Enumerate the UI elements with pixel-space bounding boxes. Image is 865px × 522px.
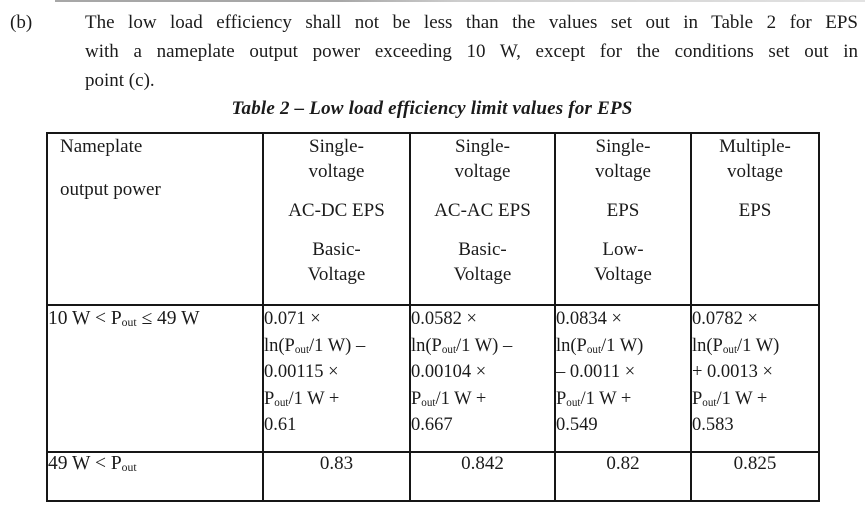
formula-line: + 0.0013 × bbox=[692, 362, 773, 382]
formula-cell-low-voltage: 0.0834 × ln(Pout/1 W) – 0.0011 × Pout/1 … bbox=[554, 304, 692, 453]
formula-line: 0.61 bbox=[264, 415, 297, 435]
paragraph-line: point (c). bbox=[85, 70, 155, 91]
header-multiple-voltage: Multiple- voltage EPS bbox=[690, 132, 820, 306]
efficiency-value-cell: 0.825 bbox=[690, 451, 820, 502]
header-line: AC-AC EPS bbox=[434, 200, 531, 221]
formula-line: 0.0834 × bbox=[556, 309, 622, 329]
formula-line: 0.071 × bbox=[264, 309, 321, 329]
header-line: Voltage bbox=[307, 264, 366, 285]
formula-line: 0.00115 × bbox=[264, 362, 339, 382]
header-nameplate-output-power: Nameplate output power bbox=[46, 132, 264, 306]
table-header-row: Nameplate output power Single- voltage A… bbox=[46, 132, 820, 306]
paragraph-line: The low load efficiency shall not be les… bbox=[85, 12, 858, 33]
header-single-voltage-ac-dc: Single- voltage AC-DC EPS Basic- Voltage bbox=[262, 132, 411, 306]
header-group: Multiple- voltage bbox=[692, 134, 818, 184]
formula-cell-multiple-voltage: 0.0782 × ln(Pout/1 W) + 0.0013 × Pout/1 … bbox=[690, 304, 820, 453]
header-group: Single- voltage bbox=[556, 134, 690, 184]
formula-cell-ac-dc: 0.071 × ln(Pout/1 W) – 0.00115 × Pout/1 … bbox=[262, 304, 411, 453]
formula-line: 0.00104 × bbox=[411, 362, 487, 382]
table-row-over-49w: 49 W < Pout 0.83 0.842 0.82 0.825 bbox=[46, 451, 820, 502]
formula-line: 0.549 bbox=[556, 415, 598, 435]
formula-line: Pout/1 W + bbox=[264, 388, 340, 409]
header-line: Low- bbox=[602, 239, 644, 260]
table-title: Table 2 – Low load efficiency limit valu… bbox=[231, 98, 633, 119]
power-range-cell: 49 W < Pout bbox=[46, 451, 264, 502]
header-line: Basic- bbox=[312, 239, 361, 260]
formula-line: ln(Pout/1 W) bbox=[556, 335, 644, 356]
header-group: Basic- Voltage bbox=[411, 237, 554, 287]
table-2-low-load-efficiency: Nameplate output power Single- voltage A… bbox=[46, 132, 820, 502]
header-line: Nameplate bbox=[60, 136, 143, 157]
header-line: voltage bbox=[595, 161, 651, 182]
formula-line: ln(Pout/1 W) – bbox=[411, 335, 513, 356]
power-range-cell: 10 W < Pout ≤ 49 W bbox=[46, 304, 264, 453]
header-line: voltage bbox=[308, 161, 365, 182]
formula-line: Pout/1 W + bbox=[556, 388, 632, 409]
formula-cell-ac-ac: 0.0582 × ln(Pout/1 W) – 0.00104 × Pout/1… bbox=[409, 304, 556, 453]
header-line: EPS bbox=[738, 200, 772, 221]
formula-line: 0.0782 × bbox=[692, 309, 758, 329]
header-group: Single- voltage bbox=[411, 134, 554, 184]
header-line: Basic- bbox=[458, 239, 507, 260]
header-line: Single- bbox=[309, 136, 364, 157]
header-line: voltage bbox=[454, 161, 511, 182]
formula-line: 0.667 bbox=[411, 415, 453, 435]
formula-line: Pout/1 W + bbox=[692, 388, 768, 409]
header-line: AC-DC EPS bbox=[288, 200, 385, 221]
header-single-voltage-ac-ac: Single- voltage AC-AC EPS Basic- Voltage bbox=[409, 132, 556, 306]
header-line: Multiple- bbox=[719, 136, 791, 157]
efficiency-value-cell: 0.83 bbox=[262, 451, 411, 502]
formula-line: 0.0582 × bbox=[411, 309, 477, 329]
formula-line: ln(Pout/1 W) bbox=[692, 335, 780, 356]
formula-line: ln(Pout/1 W) – bbox=[264, 335, 366, 356]
header-line: Single- bbox=[455, 136, 510, 157]
efficiency-value-cell: 0.82 bbox=[554, 451, 692, 502]
formula-line: Pout/1 W + bbox=[411, 388, 487, 409]
paragraph-line: with a nameplate output power exceeding … bbox=[85, 41, 858, 62]
formula-line: 0.583 bbox=[692, 415, 734, 435]
header-group: Basic- Voltage bbox=[264, 237, 409, 287]
header-line: Voltage bbox=[453, 264, 512, 285]
header-line: EPS bbox=[606, 200, 640, 221]
header-single-voltage-low: Single- voltage EPS Low- Voltage bbox=[554, 132, 692, 306]
table-row-10w-49w: 10 W < Pout ≤ 49 W 0.071 × ln(Pout/1 W) … bbox=[46, 304, 820, 453]
header-line: Single- bbox=[595, 136, 651, 157]
header-line: voltage bbox=[727, 161, 783, 182]
header-group: Low- Voltage bbox=[556, 237, 690, 287]
formula-line: – 0.0011 × bbox=[556, 362, 636, 382]
efficiency-value-cell: 0.842 bbox=[409, 451, 556, 502]
paragraph-b: The low load efficiency shall not be les… bbox=[85, 8, 858, 95]
clause-label: (b) bbox=[10, 12, 33, 33]
scan-artifact-line bbox=[55, 0, 865, 2]
header-line: Voltage bbox=[594, 264, 652, 285]
header-line: output power bbox=[60, 179, 161, 200]
header-group: Single- voltage bbox=[264, 134, 409, 184]
